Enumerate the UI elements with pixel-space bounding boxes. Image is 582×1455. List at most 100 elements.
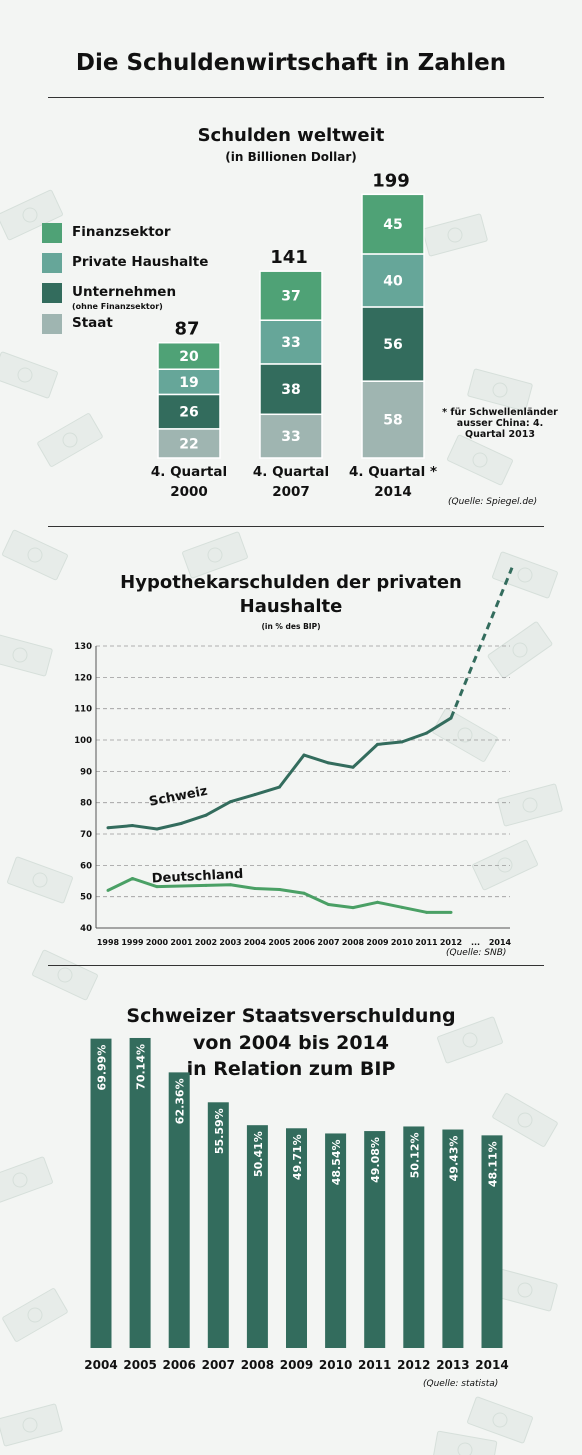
bar-total-label: 199 — [372, 170, 410, 191]
banknote-icon — [37, 413, 103, 467]
data-point — [302, 753, 306, 757]
data-point — [400, 740, 404, 744]
data-point — [425, 910, 428, 914]
bar-segment — [361, 193, 425, 255]
bar-value-label: 45 — [383, 217, 402, 233]
data-point — [253, 793, 257, 797]
banknote-icon — [492, 1093, 558, 1147]
banknote-body — [2, 529, 68, 581]
data-point — [278, 785, 281, 789]
bar — [364, 1131, 386, 1348]
source-note: (Quelle: Spiegel.de) — [448, 497, 538, 507]
banknote-body — [432, 708, 498, 762]
banknote-seal — [57, 967, 73, 983]
y-tick-label: 100 — [74, 736, 92, 746]
y-tick-label: 70 — [80, 830, 92, 840]
bar-segment — [361, 306, 425, 382]
banknote-body — [0, 1403, 63, 1447]
banknote-seal — [517, 1282, 533, 1298]
banknote-body — [492, 551, 558, 599]
bar-segment — [361, 380, 425, 459]
y-tick-label: 90 — [80, 767, 92, 777]
banknote-icon — [0, 633, 53, 677]
banknote-icon — [2, 1288, 68, 1342]
bar-value-label: 33 — [281, 429, 300, 445]
x-tick-label: 2012 — [397, 1358, 430, 1372]
section2-title: Hypothekarschulden der privaten — [120, 572, 462, 593]
legend-label: Staat — [72, 315, 113, 331]
x-tick-label: 2014 — [489, 938, 512, 947]
y-tick-label: 110 — [74, 705, 92, 715]
banknote-icon — [492, 551, 558, 599]
banknote-seal — [62, 432, 78, 448]
banknote-icon — [447, 434, 513, 486]
banknote-body — [0, 633, 53, 677]
bar-value-label: 62.36% — [174, 1078, 187, 1124]
legend-label: Unternehmen — [72, 284, 177, 300]
x-tick-label: 1998 — [97, 938, 120, 947]
bar-value-label: 22 — [179, 436, 198, 452]
divider — [48, 526, 544, 527]
banknote-icon — [432, 1430, 498, 1455]
data-point — [327, 761, 330, 765]
section2-title-line2: Haushalte — [239, 596, 343, 617]
banknote-body — [487, 621, 553, 679]
bar-value-label: 50.41% — [252, 1131, 265, 1177]
divider — [48, 97, 544, 98]
banknote-seal — [22, 1417, 38, 1433]
x-tick-label: 2010 — [319, 1358, 352, 1372]
data-point — [351, 906, 355, 910]
x-tick-label: 2002 — [195, 938, 217, 947]
banknote-body — [467, 1396, 533, 1444]
banknote-body — [432, 1430, 498, 1455]
data-point — [302, 891, 306, 895]
bar-value-label: 37 — [281, 289, 300, 305]
data-point — [425, 731, 428, 735]
banknote-icon — [0, 1403, 63, 1447]
legend-label: Private Haushalte — [72, 254, 209, 270]
data-point — [131, 824, 134, 828]
bar — [246, 1125, 268, 1348]
banknote-icon — [0, 351, 58, 399]
data-point — [131, 876, 134, 880]
section3-title-line2: von 2004 bis 2014 — [193, 1032, 389, 1054]
banknote-seal — [32, 872, 48, 888]
bar-value-label: 48.11% — [487, 1141, 500, 1187]
x-tick-label: 2008 — [241, 1358, 274, 1372]
debt-stacked-bar-chart: 22 26 19 20 87 4. Quartal 2000 33 38 33 37 141 4. Qu… — [151, 170, 437, 500]
banknote-icon — [437, 1016, 503, 1064]
x-tick-label: 2007 — [202, 1358, 235, 1372]
legend-swatch — [42, 223, 62, 243]
banknote-seal — [497, 857, 513, 873]
page-title: Die Schuldenwirtschaft in Zahlen — [75, 50, 507, 76]
data-point — [229, 800, 232, 804]
x-tick-label: 4. Quartal — [253, 464, 329, 480]
banknote-seal — [517, 1112, 533, 1128]
banknote-seal — [12, 647, 28, 663]
data-point — [400, 905, 404, 909]
banknote-body — [2, 1288, 68, 1342]
x-tick-label: 2012 — [440, 938, 462, 947]
data-point — [180, 821, 183, 825]
x-tick-label: 2005 — [268, 938, 291, 947]
banknote-seal — [17, 367, 33, 383]
x-tick-label: 2004 — [244, 938, 267, 947]
banknote-icon — [2, 529, 68, 581]
data-point — [155, 827, 159, 831]
banknote-body — [32, 949, 98, 1001]
x-tick-label: 2006 — [162, 1358, 195, 1372]
y-tick-label: 80 — [80, 799, 92, 809]
source-note: (Quelle: statista) — [423, 1379, 499, 1389]
data-point — [155, 885, 159, 889]
bar-value-label: 55.59% — [213, 1108, 226, 1154]
data-point — [253, 887, 257, 891]
section3-title-line3: in Relation zum BIP — [186, 1058, 396, 1080]
banknote-body — [37, 413, 103, 467]
x-tick-label: 2009 — [280, 1358, 313, 1372]
banknote-seal — [22, 207, 38, 223]
x-tick-label: 2008 — [342, 938, 365, 947]
bar-value-label: 40 — [383, 273, 403, 289]
banknote-icon — [0, 189, 63, 241]
banknote-seal — [447, 227, 463, 243]
